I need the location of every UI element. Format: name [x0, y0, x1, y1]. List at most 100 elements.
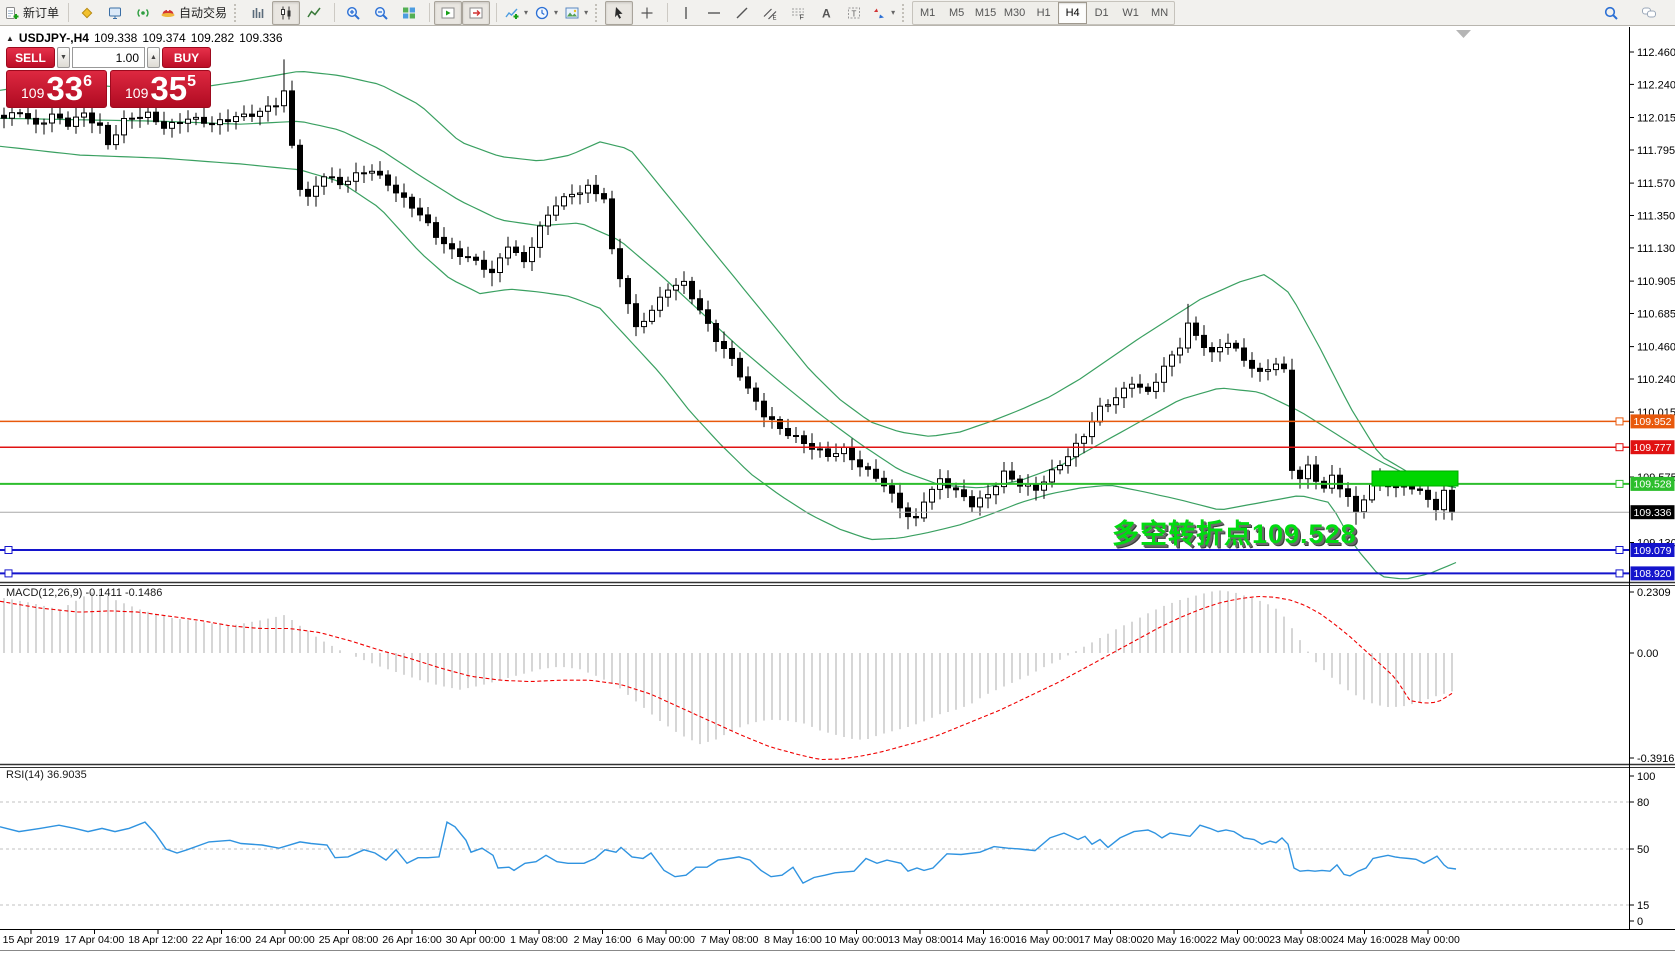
- macd-indicator-label: MACD(12,26,9) -0.1411 -0.1486: [6, 587, 163, 599]
- text-button[interactable]: A: [812, 1, 840, 25]
- level-price-label: 109.336: [1634, 507, 1672, 519]
- time-label: 8 May 16:00: [764, 934, 822, 946]
- timeframe-D1-button[interactable]: D1: [1094, 6, 1109, 19]
- auto-trading-button[interactable]: 自动交易: [157, 1, 230, 25]
- time-label: 28 May 00:00: [1396, 934, 1460, 946]
- line-chart-mode-icon: [307, 7, 321, 17]
- sell-button[interactable]: SELL: [6, 47, 55, 68]
- price-tick-label: 110.460: [1637, 342, 1675, 354]
- rsi-pane[interactable]: [0, 801, 1629, 906]
- chevron-down-icon: ▾: [891, 8, 896, 17]
- time-label: 2 May 16:00: [574, 934, 632, 946]
- line-handle[interactable]: [1615, 443, 1624, 452]
- timeframe-M5-button[interactable]: M5: [948, 6, 965, 19]
- new-order-button[interactable]: 新订单: [1, 1, 62, 25]
- scroll-to-end-icon[interactable]: [1456, 30, 1471, 38]
- toolbar: 新订单 自动交易 ▾ ▾ ▾ E F A T ▾ M1 M5 M15 M30 H1 H4 D1 W1 MN: [0, 0, 1675, 26]
- svg-text:T: T: [852, 9, 857, 18]
- crosshair-button[interactable]: [633, 1, 661, 25]
- time-label: 24 May 16:00: [1333, 934, 1397, 946]
- indicator-axes: 0.2309 0.00 -0.3916 100 80 50 15 0: [1629, 587, 1674, 928]
- zoom-in-button[interactable]: [339, 1, 367, 25]
- timeframe-M15-button[interactable]: M15: [974, 6, 997, 19]
- timeframe-W1-button[interactable]: W1: [1122, 6, 1139, 19]
- ohlc-close: 109.336: [239, 31, 283, 45]
- zoom-out-icon: [375, 6, 388, 20]
- sell-price-big: 33: [46, 70, 84, 107]
- volume-decrease-button[interactable]: ▼: [57, 47, 70, 68]
- chat-button[interactable]: [1635, 1, 1663, 25]
- chart-shift-button[interactable]: [462, 0, 491, 25]
- line-handle[interactable]: [1615, 479, 1624, 488]
- candlesticks: [1, 59, 1455, 530]
- cursor-button[interactable]: [605, 0, 634, 25]
- line-handle[interactable]: [1615, 546, 1624, 554]
- templates-button[interactable]: ▾: [561, 1, 591, 25]
- text-icon: A: [822, 6, 831, 20]
- line-handle[interactable]: [4, 569, 13, 578]
- line-handle[interactable]: [1615, 417, 1624, 426]
- horizontal-level-109.777[interactable]: [0, 443, 1629, 452]
- volume-input[interactable]: 1.00: [72, 47, 145, 68]
- tile-windows-button[interactable]: [395, 1, 423, 25]
- trendline-button[interactable]: [728, 1, 756, 25]
- vertical-line-button[interactable]: [672, 1, 700, 25]
- price-pane[interactable]: [0, 59, 1629, 580]
- horizontal-line-button[interactable]: [700, 1, 728, 25]
- line-handle[interactable]: [1615, 569, 1624, 578]
- price-tick-label: 110.240: [1637, 374, 1675, 386]
- ohlc-open: 109.338: [93, 31, 138, 45]
- toolbar-separator: [496, 3, 498, 22]
- timeframe-M30-button[interactable]: M30: [1003, 6, 1026, 19]
- fibonacci-button[interactable]: F: [784, 1, 812, 25]
- horizontal-level-109.528[interactable]: [0, 479, 1629, 488]
- signals-button[interactable]: [129, 1, 157, 25]
- toolbar-grip: [902, 3, 908, 22]
- timeframe-MN-button[interactable]: MN: [1151, 6, 1169, 19]
- price-tick-label: 112.460: [1637, 47, 1675, 59]
- arrows-icon: [874, 8, 885, 18]
- toolbar-separator: [429, 3, 431, 22]
- chevron-down-icon: ▾: [584, 8, 589, 17]
- sell-price-tile[interactable]: 109 33 6: [6, 70, 107, 108]
- timeframe-M1-button[interactable]: M1: [919, 6, 936, 19]
- bollinger-upper-band: [0, 70, 1457, 480]
- ohlc-low: 109.282: [190, 31, 235, 45]
- volume-increase-button[interactable]: ▲: [147, 47, 160, 68]
- timeframe-H4-button[interactable]: H4: [1058, 1, 1088, 24]
- equidistant-channel-button[interactable]: E: [756, 1, 784, 25]
- periods-button[interactable]: ▾: [531, 1, 561, 25]
- market-watch-button[interactable]: [101, 1, 129, 25]
- line-handle[interactable]: [4, 546, 13, 554]
- auto-scroll-button[interactable]: [434, 0, 463, 25]
- price-axis[interactable]: 112.460 112.240 112.015 111.795 111.570 111.3…: [1629, 47, 1675, 550]
- search-button[interactable]: [1597, 1, 1625, 25]
- candlestick-mode-button[interactable]: [272, 0, 301, 25]
- arrows-button[interactable]: ▾: [868, 1, 898, 25]
- highlight-rectangle[interactable]: [1371, 470, 1459, 487]
- line-chart-mode-button[interactable]: [300, 1, 328, 25]
- favorites-button[interactable]: [73, 1, 101, 25]
- horizontal-level-109.952[interactable]: [0, 417, 1629, 426]
- bar-chart-mode-button[interactable]: [244, 1, 272, 25]
- buy-button[interactable]: BUY: [162, 47, 211, 68]
- buy-price-tile[interactable]: 109 35 5: [110, 70, 211, 108]
- macd-pane[interactable]: [0, 590, 1453, 761]
- horizontal-level-109.079[interactable]: [0, 546, 1629, 554]
- horizontal-level-108.920[interactable]: [0, 569, 1629, 578]
- indicators-button[interactable]: ▾: [501, 1, 531, 25]
- text-label-button[interactable]: T: [840, 1, 868, 25]
- zoom-out-button[interactable]: [367, 1, 395, 25]
- time-label: 26 Apr 16:00: [382, 934, 442, 946]
- level-price-label: 109.777: [1634, 442, 1672, 454]
- toolbar-group: [592, 0, 662, 26]
- chevron-down-icon: ▾: [554, 8, 559, 17]
- chart-text-annotation[interactable]: 多空转折点109.528: [1112, 519, 1357, 549]
- level-price-label: 109.528: [1634, 479, 1672, 491]
- svg-text:A: A: [822, 6, 831, 20]
- timeframe-H1-button[interactable]: H1: [1036, 6, 1051, 19]
- favorites-icon: [81, 7, 93, 18]
- time-axis[interactable]: 15 Apr 2019 17 Apr 04:00 18 Apr 12:00 22 Ap…: [3, 929, 1460, 947]
- symbol-marker-icon: ▲: [6, 33, 14, 43]
